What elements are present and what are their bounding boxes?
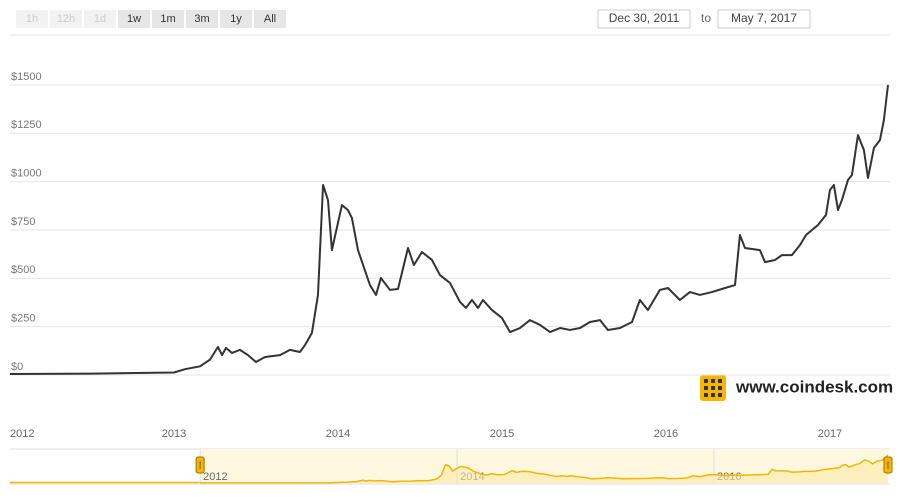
range-button-label: 1w [127, 13, 141, 25]
range-button-label: 12h [57, 13, 75, 25]
navigator-area [200, 455, 888, 483]
range-button[interactable] [186, 10, 218, 28]
navigator-tick-label: 2012 [203, 471, 227, 483]
navigator-line [200, 454, 889, 484]
range-button-label: All [264, 13, 276, 25]
logo: www.coindesk.com [700, 375, 893, 401]
range-button-label: 1y [230, 13, 242, 25]
y-tick-label: $750 [11, 216, 35, 228]
y-tick-label: $1000 [11, 168, 42, 180]
y-tick-label: $1250 [11, 119, 42, 131]
y-tick-label: $500 [11, 264, 35, 276]
y-tick-label: $0 [11, 361, 23, 373]
date-from-box[interactable] [597, 9, 691, 29]
x-tick-label: 2014 [326, 428, 350, 440]
x-tick-label: 2015 [490, 428, 514, 440]
logo-text: www.coindesk.com [735, 377, 893, 396]
y-tick-label: $1500 [11, 71, 42, 83]
price-line [9, 84, 889, 376]
range-button[interactable] [16, 10, 48, 28]
date-from: Dec 30, 2011 [609, 11, 680, 25]
range-buttons: 1h 12h 1d 1w 1m 3m 1y All [16, 10, 286, 28]
x-tick-label: 2017 [818, 428, 842, 440]
date-to: May 7, 2017 [731, 11, 797, 25]
y-tick-label: $250 [11, 313, 35, 325]
range-button[interactable] [152, 10, 184, 28]
range-button[interactable] [118, 10, 150, 28]
logo-dots [704, 379, 722, 397]
range-button-label: 1m [160, 13, 175, 25]
x-tick-label: 2012 [10, 428, 34, 440]
date-to-word: to [701, 11, 711, 25]
range-button[interactable] [254, 10, 286, 28]
range-button-label: 1h [26, 13, 38, 25]
x-tick-label: 2016 [654, 428, 678, 440]
range-button-label: 1d [94, 13, 106, 25]
range-button[interactable] [84, 10, 116, 28]
date-to-box[interactable] [717, 9, 811, 29]
range-button[interactable] [220, 10, 252, 28]
range-button[interactable] [50, 10, 82, 28]
range-button-label: 3m [194, 13, 209, 25]
x-tick-label: 2013 [162, 428, 186, 440]
